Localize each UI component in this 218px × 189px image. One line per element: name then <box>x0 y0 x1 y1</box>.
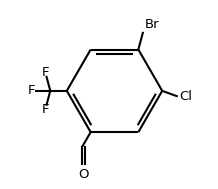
Text: F: F <box>28 84 35 97</box>
Text: O: O <box>78 167 89 180</box>
Text: Cl: Cl <box>180 90 192 103</box>
Text: F: F <box>42 103 49 116</box>
Text: F: F <box>42 66 49 79</box>
Text: Br: Br <box>145 18 160 31</box>
